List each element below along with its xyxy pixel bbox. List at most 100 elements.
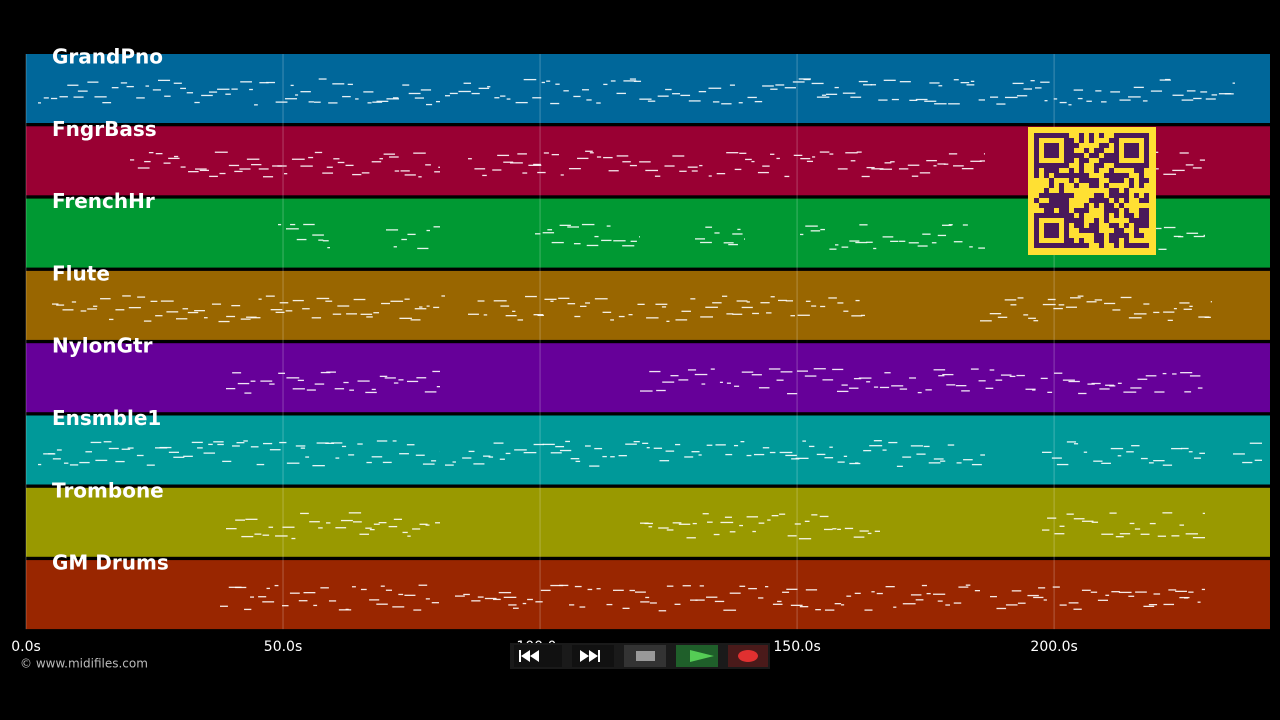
qr-cell [1049, 168, 1054, 173]
qr-cell [1129, 243, 1134, 248]
qr-cell [1044, 228, 1049, 233]
notes [38, 78, 1262, 612]
qr-cell [1064, 153, 1069, 158]
qr-cell [1079, 133, 1084, 138]
qr-cell [1054, 203, 1059, 208]
qr-cell [1144, 148, 1149, 153]
qr-cell [1044, 223, 1049, 228]
qr-cell [1094, 218, 1099, 223]
transport-controls [510, 643, 770, 669]
qr-cell [1054, 143, 1059, 148]
qr-cell [1074, 223, 1079, 228]
qr-cell [1114, 138, 1119, 143]
qr-cell [1049, 148, 1054, 153]
qr-cell [1109, 193, 1114, 198]
track-name: GM Drums [52, 551, 169, 575]
qr-cell [1124, 143, 1129, 148]
qr-cell [1079, 138, 1084, 143]
qr-cell [1094, 178, 1099, 183]
record-button[interactable] [728, 645, 768, 667]
qr-cell [1039, 133, 1044, 138]
qr-cell [1064, 158, 1069, 163]
qr-cell [1124, 173, 1129, 178]
play-button[interactable] [676, 645, 718, 667]
qr-cell [1144, 138, 1149, 143]
qr-cell [1079, 163, 1084, 168]
qr-cell [1124, 233, 1129, 238]
qr-cell [1094, 168, 1099, 173]
qr-cell [1144, 158, 1149, 163]
qr-cell [1064, 238, 1069, 243]
qr-cell [1044, 153, 1049, 158]
qr-cell [1119, 228, 1124, 233]
qr-cell [1099, 158, 1104, 163]
qr-cell [1114, 243, 1119, 248]
qr-cell [1114, 198, 1119, 203]
rewind-button[interactable] [514, 645, 562, 667]
qr-cell [1034, 218, 1039, 223]
qr-cell [1034, 148, 1039, 153]
qr-cell [1084, 173, 1089, 178]
qr-cell [1079, 178, 1084, 183]
qr-cell [1069, 173, 1074, 178]
qr-cell [1129, 153, 1134, 158]
qr-cell [1134, 168, 1139, 173]
qr-cell [1059, 173, 1064, 178]
qr-code [1028, 127, 1156, 255]
qr-cell [1074, 243, 1079, 248]
qr-cell [1134, 223, 1139, 228]
qr-cell [1064, 213, 1069, 218]
qr-cell [1064, 148, 1069, 153]
qr-cell [1094, 238, 1099, 243]
track-name: FngrBass [52, 117, 157, 141]
track-name: NylonGtr [52, 334, 153, 358]
stop-icon [636, 651, 655, 661]
track-lane [26, 560, 1270, 630]
qr-cell [1059, 183, 1064, 188]
qr-cell [1054, 223, 1059, 228]
forward-icon [580, 650, 600, 662]
qr-cell [1084, 158, 1089, 163]
qr-cell [1139, 133, 1144, 138]
qr-cell [1114, 173, 1119, 178]
qr-cell [1139, 183, 1144, 188]
stop-button[interactable] [624, 645, 666, 667]
qr-cell [1084, 208, 1089, 213]
qr-cell [1119, 233, 1124, 238]
qr-cell [1114, 148, 1119, 153]
qr-cell [1144, 243, 1149, 248]
grid [25, 54, 1055, 630]
qr-cell [1134, 228, 1139, 233]
qr-cell [1074, 218, 1079, 223]
qr-cell [1114, 208, 1119, 213]
qr-cell [1069, 243, 1074, 248]
qr-cell [1099, 163, 1104, 168]
qr-cell [1049, 193, 1054, 198]
qr-cell [1034, 233, 1039, 238]
qr-cell [1044, 168, 1049, 173]
qr-cell [1034, 158, 1039, 163]
qr-cell [1049, 213, 1054, 218]
qr-cell [1139, 198, 1144, 203]
qr-cell [1104, 198, 1109, 203]
qr-cell [1044, 143, 1049, 148]
qr-cell [1144, 218, 1149, 223]
forward-button[interactable] [572, 645, 614, 667]
qr-cell [1049, 243, 1054, 248]
qr-cell [1064, 198, 1069, 203]
qr-cell [1089, 228, 1094, 233]
qr-cell [1079, 228, 1084, 233]
qr-cell [1064, 163, 1069, 168]
qr-cell [1104, 203, 1109, 208]
qr-cell [1144, 133, 1149, 138]
qr-cell [1044, 133, 1049, 138]
qr-cell [1064, 228, 1069, 233]
qr-cell [1079, 153, 1084, 158]
qr-cell [1144, 163, 1149, 168]
track-lane [26, 54, 1270, 123]
qr-cell [1109, 168, 1114, 173]
qr-cell [1104, 158, 1109, 163]
qr-cell [1049, 143, 1054, 148]
qr-cell [1049, 183, 1054, 188]
track-lane [26, 487, 1270, 557]
